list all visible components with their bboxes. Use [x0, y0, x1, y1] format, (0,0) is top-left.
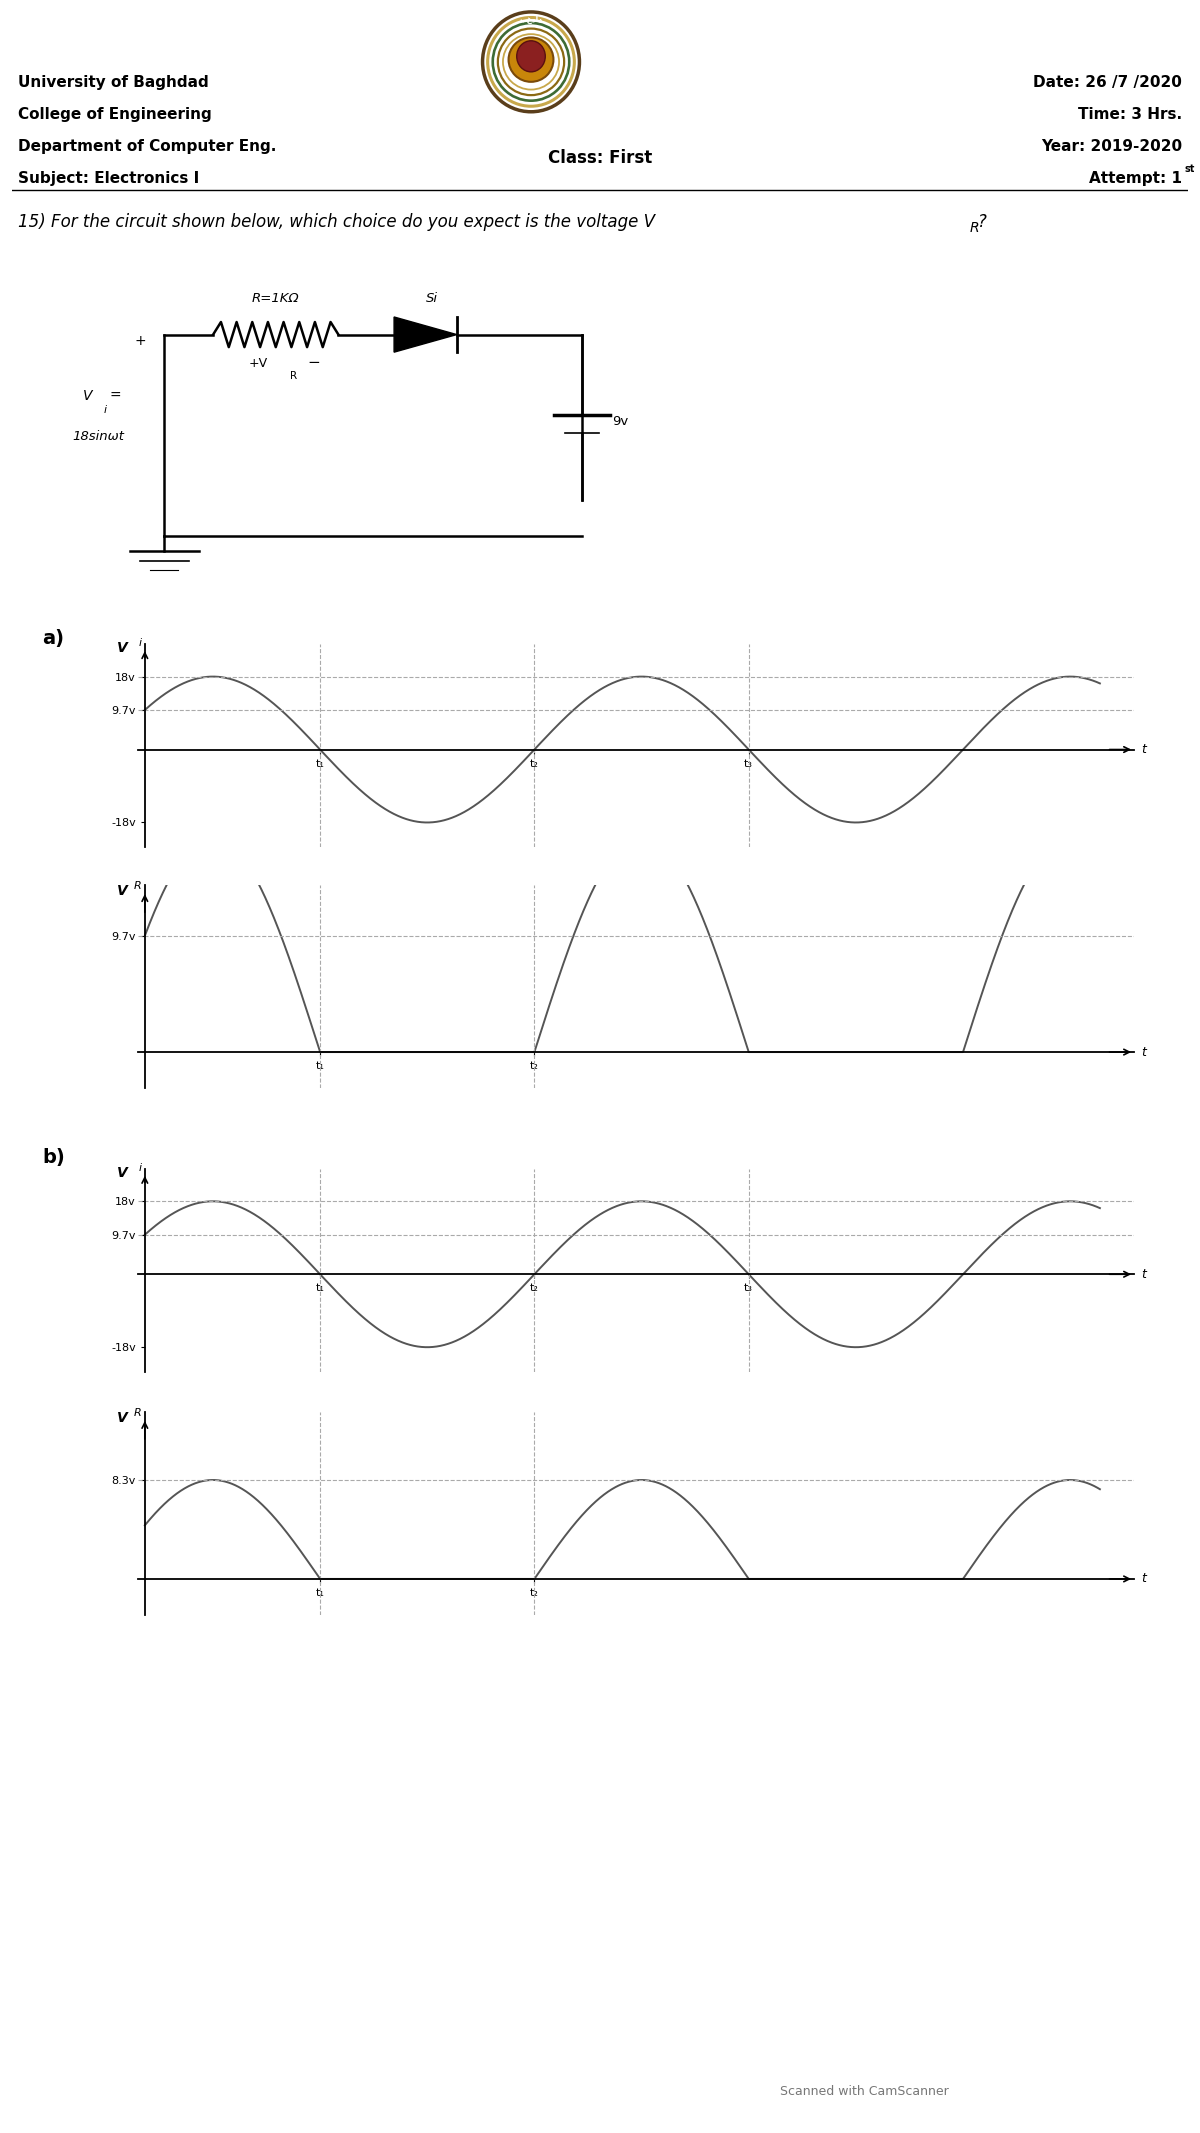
Text: ?: ?	[978, 213, 986, 230]
Ellipse shape	[517, 41, 545, 73]
Text: Subject: Electronics I: Subject: Electronics I	[18, 171, 199, 186]
Text: 9v: 9v	[612, 416, 629, 429]
Text: Class: First: Class: First	[548, 149, 652, 166]
Text: R: R	[970, 220, 979, 235]
Ellipse shape	[509, 38, 553, 81]
Text: College of Engineering: College of Engineering	[18, 107, 211, 122]
Text: Department of Computer Eng.: Department of Computer Eng.	[18, 139, 276, 154]
Text: i: i	[103, 405, 107, 414]
Text: b): b)	[42, 1148, 65, 1167]
Text: 18sinωt: 18sinωt	[72, 431, 125, 444]
Text: t: t	[1141, 1045, 1146, 1058]
Text: +V: +V	[248, 356, 268, 371]
Text: V: V	[118, 642, 127, 655]
Text: =: =	[110, 388, 121, 403]
Text: Date: 26 /7 /2020: Date: 26 /7 /2020	[1033, 75, 1182, 90]
Text: V: V	[118, 1412, 127, 1425]
Text: i: i	[138, 1162, 142, 1173]
Polygon shape	[394, 318, 457, 352]
Text: st: st	[1184, 164, 1195, 175]
Text: t: t	[1141, 742, 1146, 755]
Text: R: R	[133, 881, 142, 892]
Text: V: V	[118, 1167, 127, 1180]
Text: R: R	[289, 371, 296, 382]
Text: Time: 3 Hrs.: Time: 3 Hrs.	[1078, 107, 1182, 122]
Text: Attempt: 1: Attempt: 1	[1090, 171, 1182, 186]
Text: 15) For the circuit shown below, which choice do you expect is the voltage V: 15) For the circuit shown below, which c…	[18, 213, 655, 230]
Text: a): a)	[42, 629, 64, 648]
Text: Scanned with CamScanner: Scanned with CamScanner	[780, 2084, 948, 2097]
Text: V: V	[118, 885, 127, 898]
Text: Si: Si	[426, 292, 438, 305]
Text: t: t	[1141, 1267, 1146, 1280]
Text: Year: 2019-2020: Year: 2019-2020	[1040, 139, 1182, 154]
Text: V: V	[83, 388, 92, 403]
Text: R=1KΩ: R=1KΩ	[252, 292, 300, 305]
Text: R: R	[133, 1408, 142, 1418]
Text: University of Baghdad: University of Baghdad	[18, 75, 209, 90]
Text: t: t	[1141, 1572, 1146, 1585]
Text: +: +	[134, 333, 146, 348]
Text: −: −	[307, 356, 320, 371]
Text: i: i	[138, 638, 142, 648]
Text: بغداد: بغداد	[520, 15, 542, 23]
